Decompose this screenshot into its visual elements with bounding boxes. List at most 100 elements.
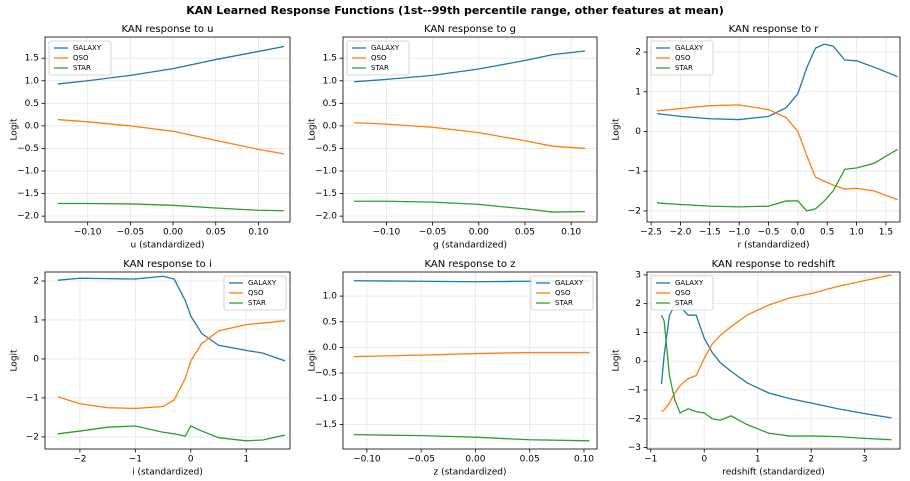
x-tick-label: −2.5 — [640, 228, 662, 238]
legend-label: QSO — [371, 54, 387, 62]
legend-box — [650, 40, 714, 76]
x-tick-label: −2.0 — [670, 228, 692, 238]
x-tick-label: −1.0 — [728, 228, 750, 238]
series-line — [354, 200, 585, 213]
y-tick-label: 1.0 — [323, 76, 338, 86]
y-tick-label: −1 — [26, 393, 39, 403]
y-tick-label: 0 — [635, 127, 641, 137]
series-line — [354, 50, 586, 83]
series-line — [353, 351, 590, 358]
y-tick-label: −2.0 — [315, 212, 337, 222]
y-tick-label: −1.5 — [17, 189, 39, 199]
y-tick-label: 1 — [635, 328, 641, 338]
y-axis-label: Logit — [612, 349, 622, 372]
legend-label: QSO — [675, 289, 691, 297]
y-tick-label: −2.0 — [17, 212, 39, 222]
y-axis-label: Logit — [10, 118, 20, 141]
x-axis-label: g (standardized) — [433, 241, 507, 251]
subplot-title: KAN response to z — [425, 259, 516, 270]
legend-label: STAR — [248, 299, 266, 307]
subplot-title: KAN response to g — [424, 24, 516, 35]
y-tick-label: 2 — [635, 48, 641, 58]
y-tick-label: −2 — [26, 432, 39, 442]
y-tick-label: 1.5 — [323, 54, 337, 64]
x-tick-label: 0.00 — [469, 228, 489, 238]
y-tick-label: 0.0 — [25, 121, 40, 131]
y-tick-label: 0 — [635, 357, 641, 367]
y-tick-label: −1 — [628, 386, 641, 396]
legend-label: STAR — [555, 299, 573, 307]
x-tick-label: 1 — [243, 455, 249, 465]
y-tick-label: −3 — [628, 443, 641, 453]
axes-frame — [342, 271, 598, 450]
x-tick-label: 0 — [188, 455, 194, 465]
x-tick-label: −0.10 — [373, 228, 401, 238]
y-axis-label: Logit — [308, 349, 318, 372]
x-axis-label: redshift (standardized) — [722, 468, 824, 478]
x-tick-label: 0.10 — [561, 228, 581, 238]
x-tick-label: 0.0 — [791, 228, 806, 238]
subplot-title: KAN response to r — [729, 24, 820, 35]
x-tick-label: 0.05 — [520, 455, 540, 465]
x-tick-label: 0.05 — [206, 228, 226, 238]
x-tick-label: 1.0 — [849, 228, 864, 238]
x-tick-label: 0.10 — [248, 228, 268, 238]
series-line — [656, 43, 898, 121]
axes-frame — [44, 271, 291, 450]
y-tick-label: −1.0 — [315, 167, 337, 177]
x-tick-label: 1.5 — [879, 228, 893, 238]
y-tick-label: −1.5 — [315, 420, 337, 430]
figure-title: KAN Learned Response Functions (1st--99t… — [186, 4, 724, 17]
legend-label: QSO — [248, 289, 264, 297]
x-tick-label: −0.05 — [419, 228, 447, 238]
axes-frame — [342, 36, 598, 223]
y-axis-label: Logit — [308, 118, 318, 141]
legend-label: STAR — [371, 64, 389, 72]
x-tick-label: 0 — [701, 455, 707, 465]
y-tick-label: 0.5 — [323, 99, 337, 109]
x-tick-label: −1 — [644, 455, 657, 465]
series-line — [354, 122, 586, 150]
axes-frame — [646, 271, 901, 450]
x-tick-label: 3 — [862, 455, 868, 465]
series-line — [656, 148, 898, 212]
series-line — [353, 433, 590, 442]
series-line — [57, 425, 286, 442]
subplot-title: KAN response to u — [121, 24, 213, 35]
x-tick-label: −1 — [129, 455, 142, 465]
x-axis-label: i (standardized) — [132, 468, 203, 478]
y-tick-label: 1 — [33, 315, 39, 325]
y-tick-label: 2 — [33, 276, 39, 286]
x-tick-label: 0.10 — [574, 455, 594, 465]
legend-label: GALAXY — [675, 279, 704, 287]
legend-label: GALAXY — [555, 279, 584, 287]
legend-label: STAR — [675, 299, 693, 307]
axes-frame — [44, 36, 291, 223]
legend-box — [650, 275, 714, 311]
x-axis-label: z (standardized) — [433, 468, 506, 478]
y-tick-label: 0.0 — [323, 121, 338, 131]
y-tick-label: 1.0 — [25, 76, 40, 86]
legend-label: QSO — [675, 54, 691, 62]
x-tick-label: −0.10 — [74, 228, 102, 238]
y-tick-label: 1.5 — [25, 54, 39, 64]
legend-box — [530, 275, 594, 311]
y-tick-label: 1.0 — [323, 292, 338, 302]
series-line — [57, 320, 286, 410]
subplot-title: KAN response to i — [123, 259, 211, 270]
y-tick-label: 2 — [635, 299, 641, 309]
legend-label: QSO — [555, 289, 571, 297]
legend-label: GALAXY — [675, 44, 704, 52]
x-axis-label: r (standardized) — [738, 241, 810, 251]
y-tick-label: −0.5 — [17, 144, 39, 154]
legend-box — [346, 40, 410, 76]
y-tick-label: −0.5 — [315, 369, 337, 379]
series-line — [660, 314, 892, 441]
y-tick-label: −0.5 — [315, 144, 337, 154]
x-tick-label: 0.05 — [515, 228, 535, 238]
x-tick-label: 0.00 — [163, 228, 183, 238]
legend-box — [48, 40, 112, 76]
series-line — [57, 45, 285, 85]
y-tick-label: 0.5 — [25, 99, 39, 109]
